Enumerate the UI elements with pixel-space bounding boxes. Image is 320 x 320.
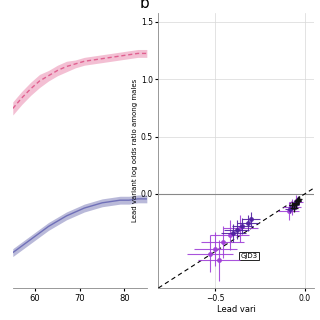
X-axis label: Lead vari: Lead vari xyxy=(217,305,255,314)
Text: GJD3: GJD3 xyxy=(240,253,258,259)
Text: b: b xyxy=(140,0,149,11)
Y-axis label: Lead variant log odds ratio among males: Lead variant log odds ratio among males xyxy=(132,79,138,222)
